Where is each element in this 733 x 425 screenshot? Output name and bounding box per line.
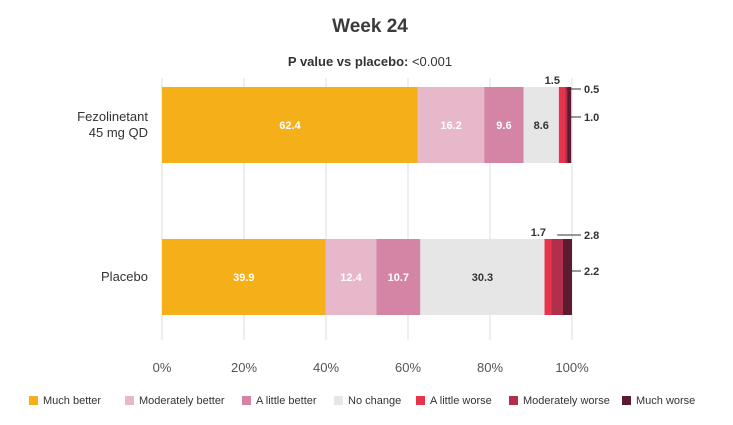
- legend-swatch: [334, 396, 343, 405]
- legend-label: Moderately better: [139, 395, 225, 407]
- bar-segment: [565, 87, 568, 163]
- legend-swatch: [416, 396, 425, 405]
- chart-subtitle: P value vs placebo: <0.001: [288, 54, 452, 69]
- legend-swatch: [509, 396, 518, 405]
- legend-label: A little better: [256, 395, 317, 407]
- data-label: 39.9: [233, 272, 254, 284]
- legend: Much better Moderately better A little bet…: [29, 395, 695, 407]
- data-label: 12.4: [340, 272, 362, 284]
- legend-label: No change: [348, 395, 401, 407]
- data-label: 30.3: [472, 272, 493, 284]
- x-tick-label: 0%: [153, 360, 172, 375]
- legend-swatch: [622, 396, 631, 405]
- category-labels: Fezolinetant 45 mg QD Placebo: [77, 109, 148, 284]
- data-label: 1.7: [531, 227, 546, 239]
- bar-segment: [567, 87, 572, 163]
- bar-segment: [420, 239, 545, 315]
- x-tick-label: 20%: [231, 360, 257, 375]
- x-axis-ticks: 0% 20% 40% 60% 80% 100%: [153, 360, 589, 375]
- legend-swatch: [125, 396, 134, 405]
- legend-swatch: [29, 396, 38, 405]
- x-tick-label: 100%: [555, 360, 589, 375]
- bar-segment: [558, 87, 566, 163]
- bar-segment: [417, 87, 485, 163]
- data-label: 16.2: [440, 120, 461, 132]
- data-label: 8.6: [534, 120, 549, 132]
- category-label: Placebo: [101, 269, 148, 284]
- data-label: 10.7: [388, 272, 409, 284]
- bar-segment: [376, 239, 421, 315]
- legend-label: Much better: [43, 395, 101, 407]
- bar-segment: [162, 87, 418, 163]
- bar-segment: [162, 239, 326, 315]
- data-label: 2.8: [584, 230, 599, 242]
- data-label: 62.4: [279, 120, 301, 132]
- bar-segment: [325, 239, 377, 315]
- bar-segment: [562, 239, 572, 315]
- bar-segment: [551, 239, 563, 315]
- bars: 62.4 16.2 9.6 8.6 1.5 0.5 1.0 39.9 12.4 10.7 30.3 1…: [162, 75, 599, 315]
- bar-segment: [544, 239, 552, 315]
- bar-segment: [484, 87, 524, 163]
- x-tick-label: 60%: [395, 360, 421, 375]
- data-label: 1.0: [584, 112, 599, 124]
- chart-title: Week 24: [332, 16, 408, 37]
- legend-label: Much worse: [636, 395, 695, 407]
- data-label: 2.2: [584, 266, 599, 278]
- data-label: 1.5: [545, 75, 560, 87]
- legend-label: Moderately worse: [523, 395, 610, 407]
- data-label: 9.6: [496, 120, 511, 132]
- x-tick-label: 80%: [477, 360, 503, 375]
- subtitle-label: P value vs placebo:: [288, 54, 408, 69]
- data-label: 0.5: [584, 84, 599, 96]
- bar-segment: [523, 87, 559, 163]
- category-label: Fezolinetant 45 mg QD: [77, 109, 148, 140]
- subtitle-value: <0.001: [412, 54, 452, 69]
- x-tick-label: 40%: [313, 360, 339, 375]
- legend-swatch: [242, 396, 251, 405]
- legend-label: A little worse: [430, 395, 492, 407]
